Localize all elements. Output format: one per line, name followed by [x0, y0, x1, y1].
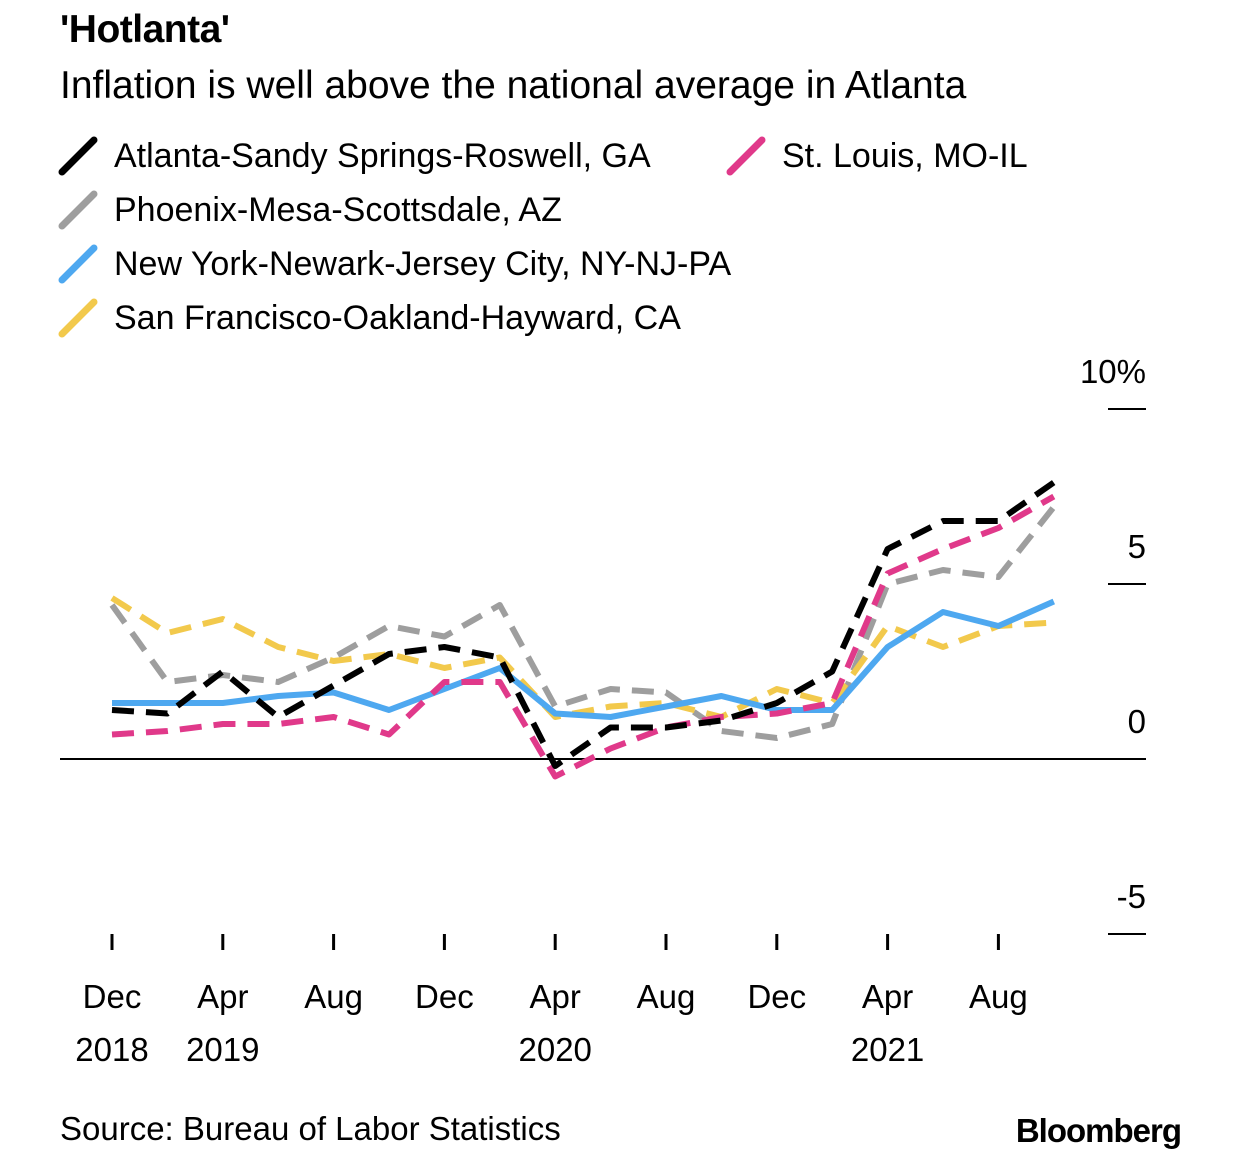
- legend-label-san-francisco: San Francisco-Oakland-Hayward, CA: [114, 298, 681, 337]
- x-tick-label: Dec: [83, 978, 142, 1015]
- x-tick-label: Apr: [197, 978, 248, 1015]
- legend-swatch-st-louis: [726, 136, 766, 176]
- brand-logo: Bloomberg: [1015, 1112, 1182, 1149]
- legend-swatch-san-francisco: [58, 298, 98, 338]
- x-tick-label: Aug: [969, 978, 1028, 1015]
- series-line-atlanta: [111, 480, 1056, 769]
- legend-swatch-line: [58, 190, 98, 230]
- x-tick-label: Apr: [862, 978, 913, 1015]
- legend-swatch-line: [58, 136, 98, 176]
- x-tick-year-label: 2019: [186, 1031, 259, 1068]
- legend-swatch-line: [58, 244, 98, 284]
- legend-label-phoenix: Phoenix-Mesa-Scottsdale, AZ: [114, 190, 562, 229]
- y-tick-label: 0: [1128, 703, 1146, 740]
- chart-subtitle: Inflation is well above the national ave…: [60, 64, 967, 107]
- legend-label-atlanta: Atlanta-Sandy Springs-Roswell, GA: [114, 136, 651, 175]
- series-line-st: [111, 493, 1056, 780]
- source-note: Source: Bureau of Labor Statistics: [60, 1110, 561, 1147]
- x-tick-label: Aug: [637, 978, 696, 1015]
- x-tick-year-label: 2020: [518, 1031, 591, 1068]
- legend-item-phoenix: Phoenix-Mesa-Scottsdale, AZ: [58, 190, 562, 230]
- legend-swatch-new-york: [58, 244, 98, 284]
- y-tick-label: 5: [1128, 528, 1146, 565]
- line-chart: 10% 5 0 -5 Dec 2018 Apr 2019 Aug Dec Apr 2020 Aug Dec…: [60, 353, 1146, 1068]
- legend-item-st-louis: St. Louis, MO-IL: [726, 136, 1028, 176]
- series-line-phoenix: [109, 505, 1057, 741]
- legend-item-atlanta: Atlanta-Sandy Springs-Roswell, GA: [58, 136, 651, 176]
- x-tick-label: Aug: [304, 978, 363, 1015]
- legend-swatch-line: [726, 136, 766, 176]
- x-tick-year-label: 2018: [75, 1031, 148, 1068]
- x-tick-year-label: 2021: [851, 1031, 924, 1068]
- series-line-new: [112, 598, 1056, 720]
- x-tick-label: Apr: [530, 978, 581, 1015]
- series-line-san: [110, 595, 1054, 720]
- x-tick-label: Dec: [747, 978, 806, 1015]
- legend-swatch-line: [58, 298, 98, 338]
- y-tick-label: 10%: [1080, 353, 1146, 390]
- chart-title: 'Hotlanta': [60, 8, 230, 51]
- legend-swatch-atlanta: [58, 136, 98, 176]
- legend-item-new-york: New York-Newark-Jersey City, NY-NJ-PA: [58, 244, 731, 284]
- legend-item-san-francisco: San Francisco-Oakland-Hayward, CA: [58, 298, 681, 338]
- legend-label-new-york: New York-Newark-Jersey City, NY-NJ-PA: [114, 244, 732, 283]
- y-tick-label: -5: [1117, 878, 1146, 915]
- legend-label-st-louis: St. Louis, MO-IL: [782, 136, 1028, 175]
- legend-swatch-phoenix: [58, 190, 98, 230]
- x-tick-label: Dec: [415, 978, 474, 1015]
